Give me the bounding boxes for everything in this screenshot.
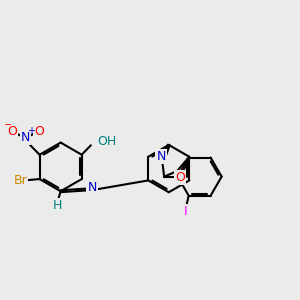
Text: +: + bbox=[27, 126, 35, 136]
Text: N: N bbox=[87, 182, 97, 194]
Text: I: I bbox=[184, 205, 188, 218]
Text: O: O bbox=[34, 125, 44, 138]
Text: Br: Br bbox=[14, 174, 27, 187]
Text: O: O bbox=[7, 125, 17, 138]
Text: OH: OH bbox=[98, 135, 117, 148]
Text: −: − bbox=[4, 120, 12, 130]
Text: N: N bbox=[156, 150, 166, 163]
Text: O: O bbox=[175, 171, 185, 184]
Text: H: H bbox=[52, 199, 62, 212]
Text: N: N bbox=[21, 131, 30, 144]
